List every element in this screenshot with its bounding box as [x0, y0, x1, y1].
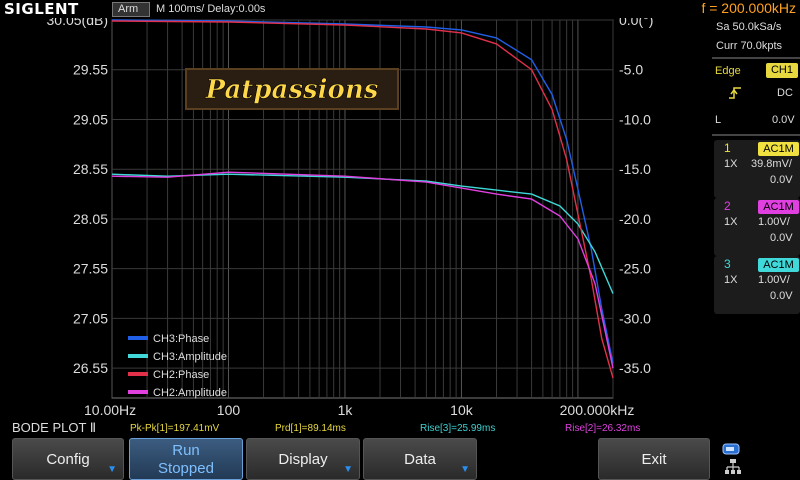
channel-2-panel[interactable]: 2 AC1M 1X 1.00V/ 0.0V [714, 198, 800, 256]
y-right-tick-label: -5.0 [619, 62, 643, 78]
data-label: Data [404, 451, 436, 468]
measurement-bar: BODE PLOT Ⅱ Pk-Pk[1]=197.41mV Prd[1]=89.… [0, 420, 712, 436]
legend-swatch [128, 354, 148, 358]
usb-icon [722, 443, 740, 455]
y-left-tick-label: 26.55 [73, 360, 108, 376]
trigger-coupling: DC [777, 87, 793, 99]
vertical-scale: 39.8mV/ [751, 158, 792, 170]
y-right-tick-label: -15.0 [619, 161, 651, 177]
measurement-period: Prd[1]=89.14ms [275, 423, 346, 434]
x-tick-label: 1k [338, 402, 354, 418]
channel-number: 3 [724, 257, 731, 271]
trigger-status-badge: Arm [112, 2, 150, 17]
y-right-tick-label: -30.0 [619, 310, 651, 326]
legend-label: CH3:Amplitude [153, 351, 227, 363]
x-tick-label: 200.000kHz [560, 402, 635, 418]
config-label: Config [46, 451, 90, 468]
measurement-pkpk: Pk-Pk[1]=197.41mV [130, 423, 220, 434]
right-info-panel: Sa 50.0kSa/s Curr 70.0kpts Edge CH1 DC L… [712, 18, 800, 420]
vertical-offset: 0.0V [770, 232, 793, 244]
exit-button[interactable]: Exit [598, 438, 710, 480]
legend-swatch [128, 372, 148, 376]
trigger-level-label: L [715, 114, 722, 126]
y-right-tick-label: -20.0 [619, 211, 651, 227]
probe-ratio: 1X [724, 158, 738, 170]
patpassions-watermark: Patpassions [185, 68, 399, 110]
x-tick-label: 10.00Hz [84, 402, 136, 418]
legend-swatch [128, 390, 148, 394]
y-right-tick-label: -10.0 [619, 111, 651, 127]
network-icon [725, 459, 741, 474]
y-right-tick-label: 0.0(°) [619, 18, 653, 28]
timebase-readout[interactable]: M 100ms/ Delay:0.00s [156, 3, 266, 15]
channel-coupling-badge: AC1M [758, 258, 799, 272]
y-left-tick-label: 28.05 [73, 211, 108, 227]
y-right-tick-label: -25.0 [619, 261, 651, 277]
channel-number: 1 [724, 141, 731, 155]
stopped-label: Stopped [158, 460, 214, 477]
channel-number: 2 [724, 199, 731, 213]
bode-chart: 30.05(dB) 29.55 29.05 28.55 28.05 27.55 27.05 2… [47, 18, 654, 418]
memory-depth: Curr 70.0kpts [716, 40, 783, 52]
measurement-rise-ch2: Rise[2]=26.32ms [565, 423, 641, 434]
y-left-tick-label: 29.55 [73, 62, 108, 78]
y-left-tick-label: 27.05 [73, 310, 108, 326]
ch2-phase-line [111, 20, 614, 379]
run-label: Run [172, 442, 200, 459]
display-button[interactable]: Display ▼ [246, 438, 360, 480]
config-button[interactable]: Config ▼ [12, 438, 124, 480]
x-tick-label: 10k [450, 402, 474, 418]
divider [712, 134, 800, 136]
ch3-phase-line [111, 19, 614, 364]
bode-plot-area[interactable]: 30.05(dB) 29.55 29.05 28.55 28.05 27.55 27.05 2… [0, 18, 712, 420]
trigger-source-badge: CH1 [766, 63, 798, 78]
arrow-down-icon: ▼ [460, 464, 470, 475]
bode-plot-title: BODE PLOT Ⅱ [12, 420, 97, 435]
channel-coupling-badge: AC1M [758, 200, 799, 214]
legend-label: CH2:Amplitude [153, 387, 227, 399]
rising-edge-icon [729, 87, 741, 99]
y-left-tick-label: 27.55 [73, 261, 108, 277]
vertical-scale: 1.00V/ [758, 216, 790, 228]
y-right-tick-label: -35.0 [619, 360, 651, 376]
data-button[interactable]: Data ▼ [363, 438, 477, 480]
ch2-amplitude-line [111, 171, 614, 369]
measurement-rise-ch3: Rise[3]=25.99ms [420, 423, 496, 434]
legend-label: CH3:Phase [153, 333, 209, 345]
trigger-type: Edge [715, 65, 741, 77]
arrow-down-icon: ▼ [107, 464, 117, 475]
sample-rate: Sa 50.0kSa/s [716, 21, 782, 33]
arrow-down-icon: ▼ [343, 464, 353, 475]
watermark-background [186, 69, 398, 109]
vertical-offset: 0.0V [770, 174, 793, 186]
siglent-logo: SIGLENT [4, 0, 79, 18]
channel-coupling-badge: AC1M [758, 142, 799, 156]
legend-label: CH2:Phase [153, 369, 209, 381]
trigger-panel[interactable]: Edge CH1 DC L 0.0V [712, 60, 800, 132]
chart-legend: CH3:Phase CH3:Amplitude CH2:Phase CH2:Ampli… [128, 333, 227, 399]
y-left-tick-label: 30.05(dB) [47, 18, 108, 28]
channel-3-panel[interactable]: 3 AC1M 1X 1.00V/ 0.0V [714, 256, 800, 314]
display-label: Display [278, 451, 328, 468]
probe-ratio: 1X [724, 216, 738, 228]
divider [712, 57, 800, 59]
probe-ratio: 1X [724, 274, 738, 286]
trigger-level: 0.0V [772, 114, 795, 126]
top-status-bar: SIGLENT Arm M 100ms/ Delay:0.00s f = 200… [0, 0, 800, 18]
vertical-scale: 1.00V/ [758, 274, 790, 286]
y-left-tick-label: 29.05 [73, 111, 108, 127]
vertical-offset: 0.0V [770, 290, 793, 302]
x-tick-label: 100 [217, 402, 241, 418]
channel-1-panel[interactable]: 1 AC1M 1X 39.8mV/ 0.0V [714, 140, 800, 198]
watermark-border [185, 68, 399, 110]
frequency-readout: f = 200.000kHz [701, 0, 796, 16]
y-left-tick-label: 28.55 [73, 161, 108, 177]
exit-label: Exit [641, 451, 667, 468]
run-stopped-button[interactable]: Run Stopped [129, 438, 243, 480]
softkey-menu-bar: Config ▼ Run Stopped Display ▼ Data ▼ Ex… [0, 436, 800, 480]
watermark-text: Patpassions [205, 75, 379, 105]
legend-swatch [128, 336, 148, 340]
